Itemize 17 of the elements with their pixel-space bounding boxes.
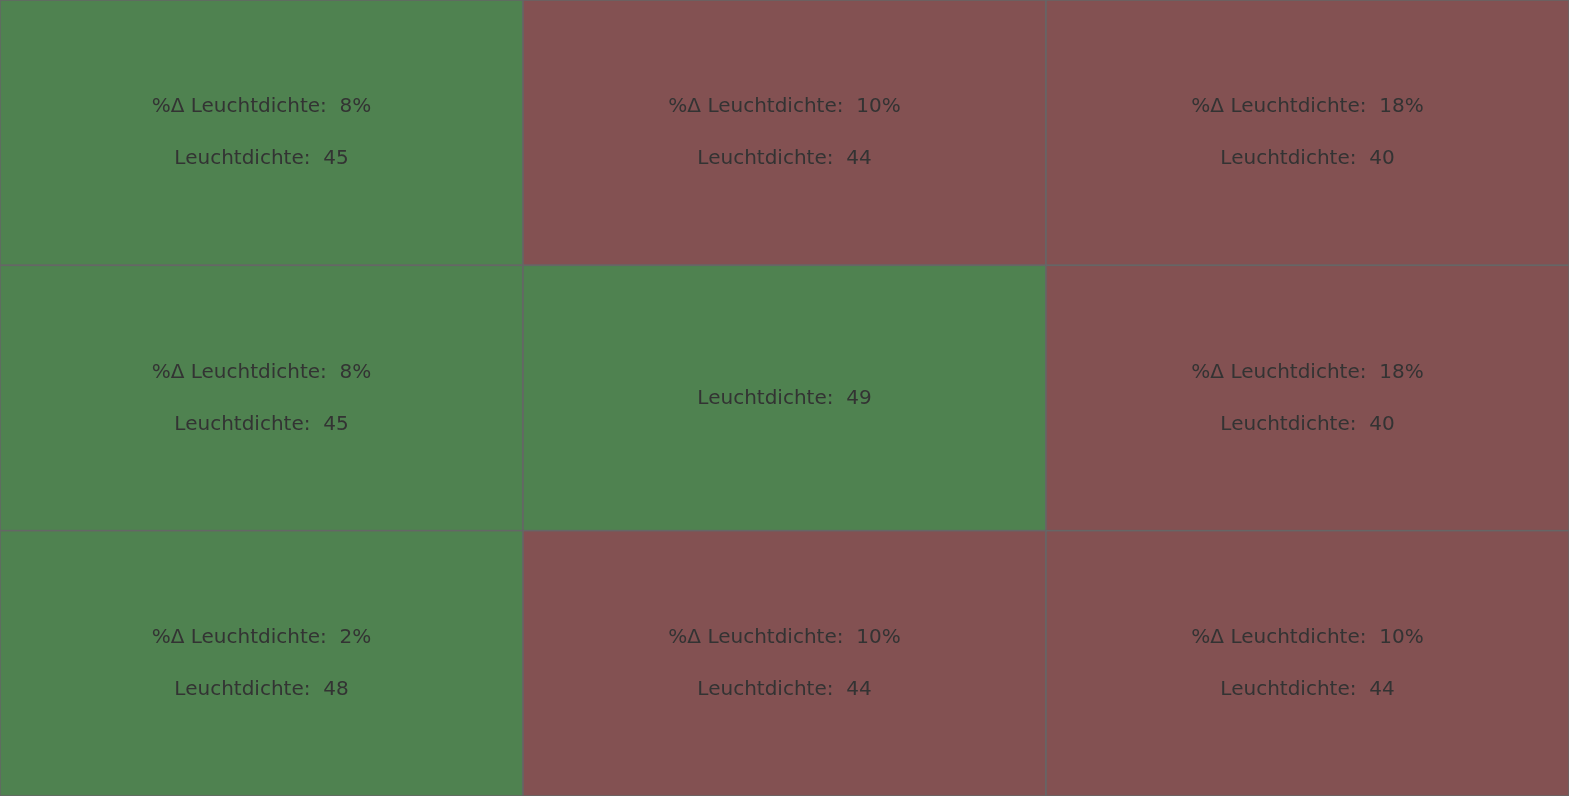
data-label: Leuchtdichte: 40 [1220,410,1395,435]
annotation: %Δ Leuchtdichte: 8% [151,93,372,118]
annotation: %Δ Leuchtdichte: 18% [1191,358,1424,383]
annotation: %Δ Leuchtdichte: 10% [1191,623,1424,648]
annotation: %Δ Leuchtdichte: 18% [1191,93,1424,118]
data-label: Leuchtdichte: 44 [1220,675,1395,700]
data-label: Leuchtdichte: 49 [697,384,872,409]
data-label: Leuchtdichte: 45 [174,145,349,170]
annotation: %Δ Leuchtdichte: 8% [151,358,372,383]
annotation: %Δ Leuchtdichte: 10% [668,623,901,648]
data-label: Leuchtdichte: 44 [697,145,872,170]
data-label: Leuchtdichte: 40 [1220,145,1395,170]
annotation: %Δ Leuchtdichte: 10% [668,93,901,118]
data-label: Leuchtdichte: 44 [697,675,872,700]
data-label: Leuchtdichte: 45 [174,410,349,435]
data-label: Leuchtdichte: 48 [174,675,349,700]
annotation: %Δ Leuchtdichte: 2% [151,623,372,648]
